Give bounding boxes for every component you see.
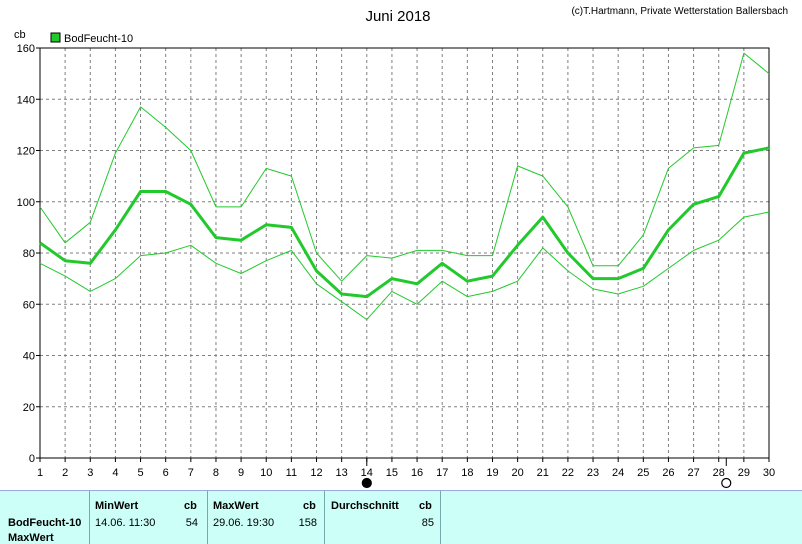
row-avg-value: 85: [421, 517, 434, 529]
x-tick-label: 6: [163, 467, 169, 479]
stats-separator: [440, 491, 441, 544]
x-tick-label: 28: [713, 467, 725, 479]
series-line-avg: [39, 146, 770, 299]
stats-separator: [324, 491, 325, 544]
legend-swatch: [50, 32, 61, 43]
chart-title: Juni 2018: [365, 8, 430, 25]
x-tick-label: 30: [763, 467, 775, 479]
x-tick-label: 15: [386, 467, 398, 479]
stats-separator: [89, 491, 90, 544]
row-sensor-name: BodFeucht-10: [8, 517, 82, 529]
series-line-max: [39, 52, 770, 282]
stats-table: MinWert cb MaxWert cb Durchschnitt cb Bo…: [0, 490, 802, 544]
x-tick-label: 17: [436, 467, 448, 479]
x-tick-label: 24: [612, 467, 624, 479]
header-max: MaxWert: [213, 500, 259, 512]
y-tick-label: 40: [23, 351, 35, 363]
x-tick-label: 20: [511, 467, 523, 479]
header-max-unit: cb: [303, 500, 316, 512]
x-tick-label: 2: [62, 467, 68, 479]
x-tick-label: 3: [87, 467, 93, 479]
x-tick-label: 4: [112, 467, 118, 479]
x-axis: 1 2 3 4 5 6 7 8 9 10 11 12 13 14 15 16 17 18 19 20 21 22 23 24 2…: [37, 458, 775, 479]
row-max-time: 29.06. 19:30: [213, 517, 275, 529]
series-group: [39, 52, 770, 321]
y-tick-label: 120: [17, 146, 35, 158]
x-tick-label: 18: [461, 467, 473, 479]
row-max-value: 158: [298, 517, 317, 529]
x-tick-label: 9: [238, 467, 244, 479]
header-avg: Durchschnitt: [331, 500, 399, 512]
row-min-value: 54: [185, 517, 198, 529]
header-min: MinWert: [95, 500, 139, 512]
x-tick-label: 27: [687, 467, 699, 479]
x-tick-label: 21: [537, 467, 549, 479]
stats-separator: [207, 491, 208, 544]
footer-label: MaxWert: [8, 532, 54, 544]
y-tick-label: 80: [23, 248, 35, 260]
x-tick-label: 11: [286, 467, 297, 479]
x-tick-label: 25: [637, 467, 649, 479]
x-tick-label: 13: [336, 467, 348, 479]
series-line-min: [39, 211, 770, 321]
x-tick-label: 7: [188, 467, 194, 479]
y-tick-label: 160: [17, 43, 35, 55]
x-tick-label: 22: [562, 467, 574, 479]
x-tick-label: 23: [587, 467, 599, 479]
x-tick-label: 5: [137, 467, 143, 479]
marker-open: [721, 477, 732, 489]
x-tick-label: 1: [37, 467, 43, 479]
y-axis: 0 20 40 60 80 100 120 140 160: [17, 43, 40, 465]
x-tick-label: 12: [310, 467, 322, 479]
markers: [361, 458, 732, 489]
chart-credit: (c)T.Hartmann, Private Wetterstation Bal…: [571, 6, 788, 17]
chart: Juni 2018 (c)T.Hartmann, Private Wetters…: [14, 6, 788, 489]
x-tick-label: 8: [213, 467, 219, 479]
y-tick-label: 20: [23, 402, 35, 414]
header-avg-unit: cb: [419, 500, 432, 512]
x-tick-label: 19: [486, 467, 498, 479]
grid: [40, 48, 769, 458]
y-tick-label: 0: [29, 453, 35, 465]
row-min-time: 14.06. 11:30: [95, 517, 156, 529]
header-min-unit: cb: [184, 500, 197, 512]
x-tick-label: 26: [662, 467, 674, 479]
y-tick-label: 100: [17, 197, 35, 209]
x-tick-label: 29: [738, 467, 750, 479]
y-tick-label: 60: [23, 299, 35, 311]
x-tick-label: 10: [260, 467, 272, 479]
y-tick-label: 140: [17, 94, 35, 106]
y-axis-unit: cb: [14, 29, 26, 41]
x-tick-label: 14: [361, 467, 373, 479]
marker-filled: [361, 477, 372, 489]
legend-label: BodFeucht-10: [64, 33, 133, 45]
x-tick-label: 16: [411, 467, 423, 479]
